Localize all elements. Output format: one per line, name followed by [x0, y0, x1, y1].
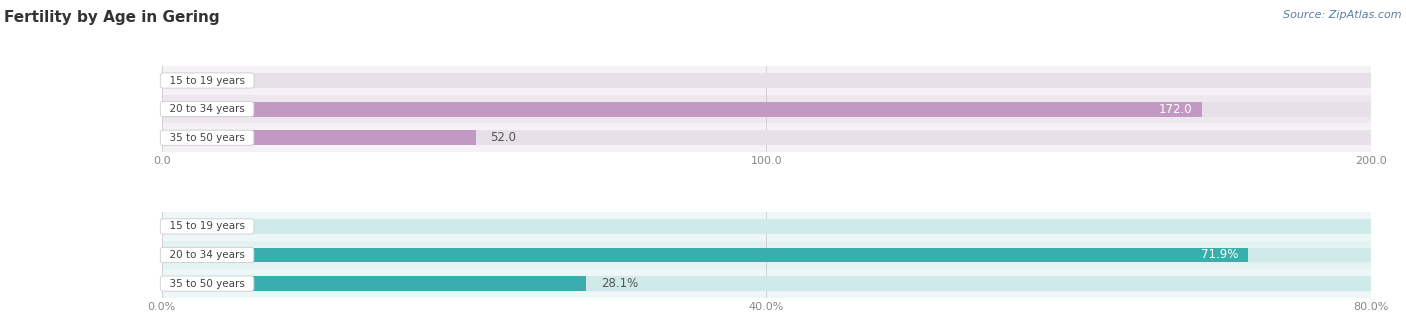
Text: Fertility by Age in Gering: Fertility by Age in Gering [4, 10, 219, 25]
Bar [162, 66, 1371, 95]
Bar [162, 269, 1371, 298]
Text: 172.0: 172.0 [1159, 103, 1192, 116]
Text: 0.0: 0.0 [180, 74, 198, 87]
Bar [162, 212, 1371, 241]
Bar [162, 73, 1371, 88]
Text: 52.0: 52.0 [491, 131, 516, 144]
Bar [162, 248, 1371, 262]
Text: 15 to 19 years: 15 to 19 years [163, 75, 252, 85]
Bar [162, 241, 1371, 269]
Bar [162, 130, 477, 145]
Bar [162, 248, 1249, 262]
Text: 35 to 50 years: 35 to 50 years [163, 279, 252, 289]
Text: 20 to 34 years: 20 to 34 years [163, 104, 252, 114]
Bar [162, 219, 1371, 234]
Text: 0.0%: 0.0% [180, 220, 209, 233]
Bar [162, 276, 586, 291]
Bar [162, 102, 1202, 117]
Bar [162, 95, 1371, 123]
Text: 28.1%: 28.1% [600, 277, 638, 290]
Text: 71.9%: 71.9% [1201, 249, 1239, 261]
Text: Source: ZipAtlas.com: Source: ZipAtlas.com [1284, 10, 1402, 20]
Bar [162, 276, 1371, 291]
Bar [162, 130, 1371, 145]
Text: 15 to 19 years: 15 to 19 years [163, 221, 252, 231]
Bar [162, 102, 1371, 117]
Bar [162, 123, 1371, 152]
Text: 20 to 34 years: 20 to 34 years [163, 250, 252, 260]
Text: 35 to 50 years: 35 to 50 years [163, 133, 252, 143]
